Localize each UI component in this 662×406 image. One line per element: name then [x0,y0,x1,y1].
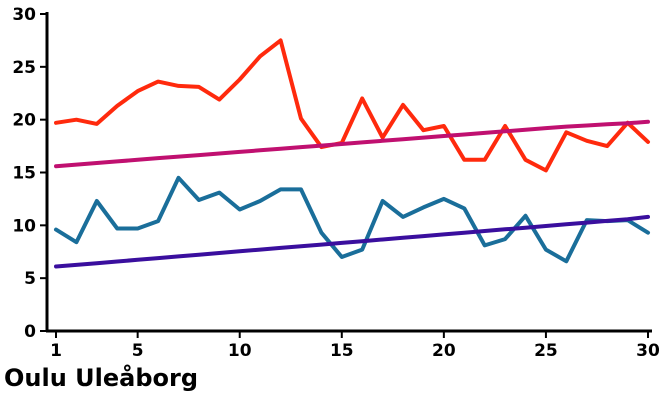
x-tick-label: 25 [534,341,558,361]
y-tick-label: 10 [12,216,36,236]
series-line-1 [54,38,650,173]
y-tick-label: 25 [12,58,36,78]
y-tick-label: 15 [12,164,36,184]
series-layer [54,38,650,269]
x-tick-label: 10 [228,341,252,361]
x-tick-label: 30 [636,341,660,361]
y-tick-label: 30 [12,5,36,25]
y-tick-label: 20 [12,111,36,131]
series-line-2 [54,119,650,169]
x-tick-label: 1 [50,341,62,361]
x-tick-label: 20 [432,341,456,361]
y-tick-label: 5 [24,269,36,289]
series-line-4 [54,214,650,269]
series-line-3 [54,175,650,264]
y-tick-label: 0 [24,322,36,342]
x-tick-label: 5 [132,341,144,361]
x-tick-label: 15 [330,341,354,361]
axes-layer [45,12,652,333]
chart-title: Oulu Uleåborg [4,364,199,392]
